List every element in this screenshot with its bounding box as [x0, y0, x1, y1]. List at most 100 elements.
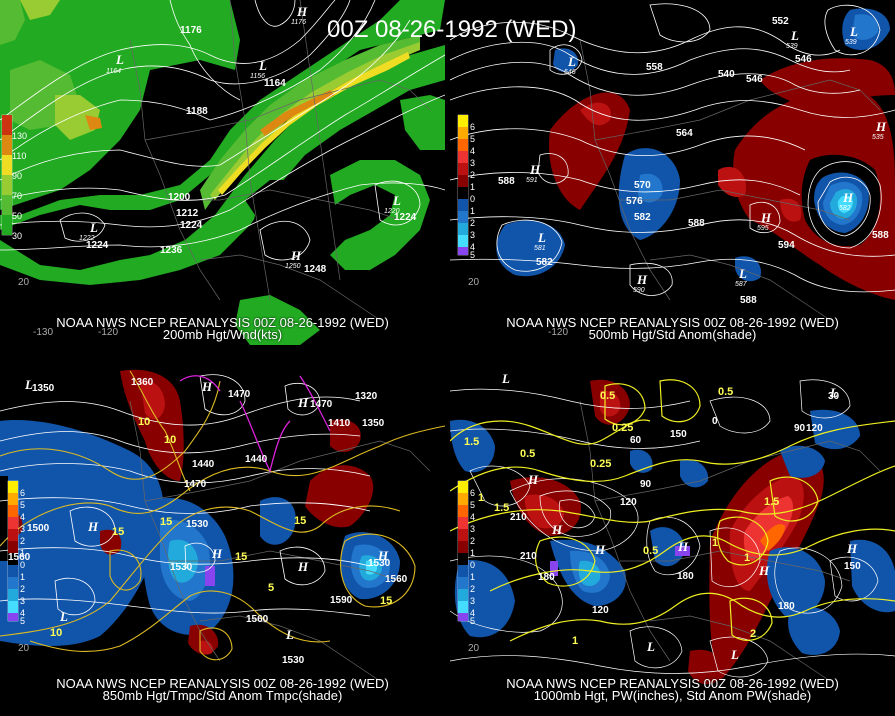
low-marker: L [829, 385, 838, 400]
contour-label: 1350 [32, 383, 55, 394]
map-1000mb: 6 5 4 3 2 1 0 1 2 3 4 5 30 90 150 120 60… [450, 371, 895, 685]
contour-label: 150 [670, 429, 687, 440]
panel-500mb: 6 5 4 3 2 1 0 1 2 3 4 5 552 558 540 546 … [450, 0, 895, 355]
contour-label: 546 [746, 74, 763, 85]
colorbar-tick: 2 [470, 536, 475, 546]
contour-label: 588 [740, 295, 757, 306]
colorbar-tick: 2 [470, 170, 475, 180]
anomaly-shading [496, 8, 895, 300]
anomaly-shading [0, 369, 400, 655]
colorbar-tick: 1 [470, 182, 475, 192]
high-value: 582 [839, 205, 851, 212]
contour-label: 1320 [355, 391, 378, 402]
coastlines [579, 400, 881, 682]
low-marker: L [115, 52, 124, 67]
colorbar-tick: 5 [20, 500, 25, 510]
contour-label: 60 [630, 435, 642, 446]
contour-label: 558 [646, 62, 663, 73]
low-value: 1220 [384, 208, 400, 215]
high-marker: H [211, 546, 223, 561]
low-marker: L [392, 193, 401, 208]
low-marker: L [738, 266, 747, 281]
coastlines [579, 39, 881, 321]
high-marker: H [296, 4, 308, 19]
contour-label: 1212 [176, 208, 199, 219]
low-marker: L [59, 609, 68, 624]
high-marker: H [594, 542, 606, 557]
high-marker: H [529, 162, 541, 177]
contour-label: 0 [712, 416, 718, 427]
colorbar-tick: 4 [470, 242, 475, 252]
pw-label: 0.5 [600, 390, 615, 402]
colorbar-tick: 3 [470, 596, 475, 606]
temperature-labels: 10 10 15 15 15 15 10 15 5 [50, 416, 392, 639]
colorbar-tick: 3 [20, 524, 25, 534]
pw-label: 0.5 [643, 545, 658, 557]
pw-labels: 0.5 0.5 0.25 1.5 1 1.5 0.5 1 1.5 2 1 0.5… [464, 386, 779, 647]
contour-labels: 1176 1176 1164 1188 1200 1212 1224 1224 … [86, 19, 417, 275]
high-value: 595 [757, 225, 769, 232]
low-value: 581 [534, 245, 546, 252]
height-contours [0, 374, 371, 617]
panel-caption-field: 200mb Hgt/Wnd(kts) [162, 327, 283, 342]
colorbar-tick: 30 [12, 231, 22, 241]
high-marker: H [636, 272, 648, 287]
lon-label: -120 [98, 327, 118, 338]
low-marker: L [89, 220, 98, 235]
wind-shading [0, 0, 445, 345]
temperature-contours [0, 370, 445, 661]
low-value: 1222 [79, 235, 95, 242]
high-marker: H [760, 210, 772, 225]
contour-label: 120 [620, 497, 637, 508]
contour-label: 210 [510, 512, 527, 523]
temp-label: 10 [164, 434, 176, 446]
contour-label: 120 [806, 423, 823, 434]
contour-label: 1200 [168, 192, 191, 203]
contour-label: 1248 [304, 264, 327, 275]
colorbar-tick: 1 [20, 548, 25, 558]
contour-label: 540 [718, 69, 735, 80]
colorbar: 130 110 90 70 50 30 [1, 114, 27, 241]
colorbar-tick: 2 [470, 584, 475, 594]
colorbar-tick: 6 [470, 488, 475, 498]
colorbar-tick: 3 [470, 230, 475, 240]
coastlines [129, 0, 431, 321]
colorbar-tick: 6 [20, 488, 25, 498]
lon-label: -130 [33, 327, 53, 338]
colorbar-tick: 130 [12, 131, 27, 141]
colorbar-tick: 2 [20, 584, 25, 594]
contour-label: 1350 [362, 418, 385, 429]
contour-label: 1500 [27, 523, 50, 534]
colorbar-tick: 1 [20, 572, 25, 582]
high-marker: H [297, 559, 309, 574]
colorbar-tick: 0 [470, 194, 475, 204]
panel-caption-source: NOAA NWS NCEP REANALYSIS 00Z 08-26-1992 … [56, 315, 389, 330]
colorbar-tick: 4 [470, 512, 475, 522]
low-marker: L [849, 24, 858, 39]
colorbar-tick: 3 [470, 524, 475, 534]
low-value: 539 [786, 43, 798, 50]
contour-label: 1470 [310, 399, 333, 410]
high-marker: H [842, 190, 854, 205]
low-marker: L [567, 54, 576, 69]
anomaly-shading [450, 379, 895, 685]
contour-labels: 30 90 150 120 60 0 90 120 210 210 180 18… [510, 391, 861, 616]
map-200mb: 130 110 90 70 50 30 1176 1176 1164 1188 … [0, 0, 445, 345]
height-contours [450, 379, 895, 678]
contour-label: 588 [872, 230, 889, 241]
contour-label: 588 [688, 218, 705, 229]
contour-label: 90 [794, 423, 806, 434]
colorbar-tick: 5 [470, 616, 475, 626]
grid-labels: -120 20 [468, 277, 568, 338]
temp-label: 10 [138, 416, 150, 428]
low-marker: L [730, 647, 739, 662]
high-value: 535 [872, 134, 884, 141]
contour-label: 1440 [192, 459, 215, 470]
height-contours [450, 3, 895, 296]
panel-caption-field: 1000mb Hgt, PW(inches), Std Anom PW(shad… [533, 688, 812, 703]
pw-label: 1 [572, 635, 578, 647]
grid-labels: 20 [468, 643, 480, 654]
contour-label: 1176 [291, 19, 306, 26]
pw-label: 1.5 [464, 436, 479, 448]
high-value: 1250 [285, 263, 301, 270]
